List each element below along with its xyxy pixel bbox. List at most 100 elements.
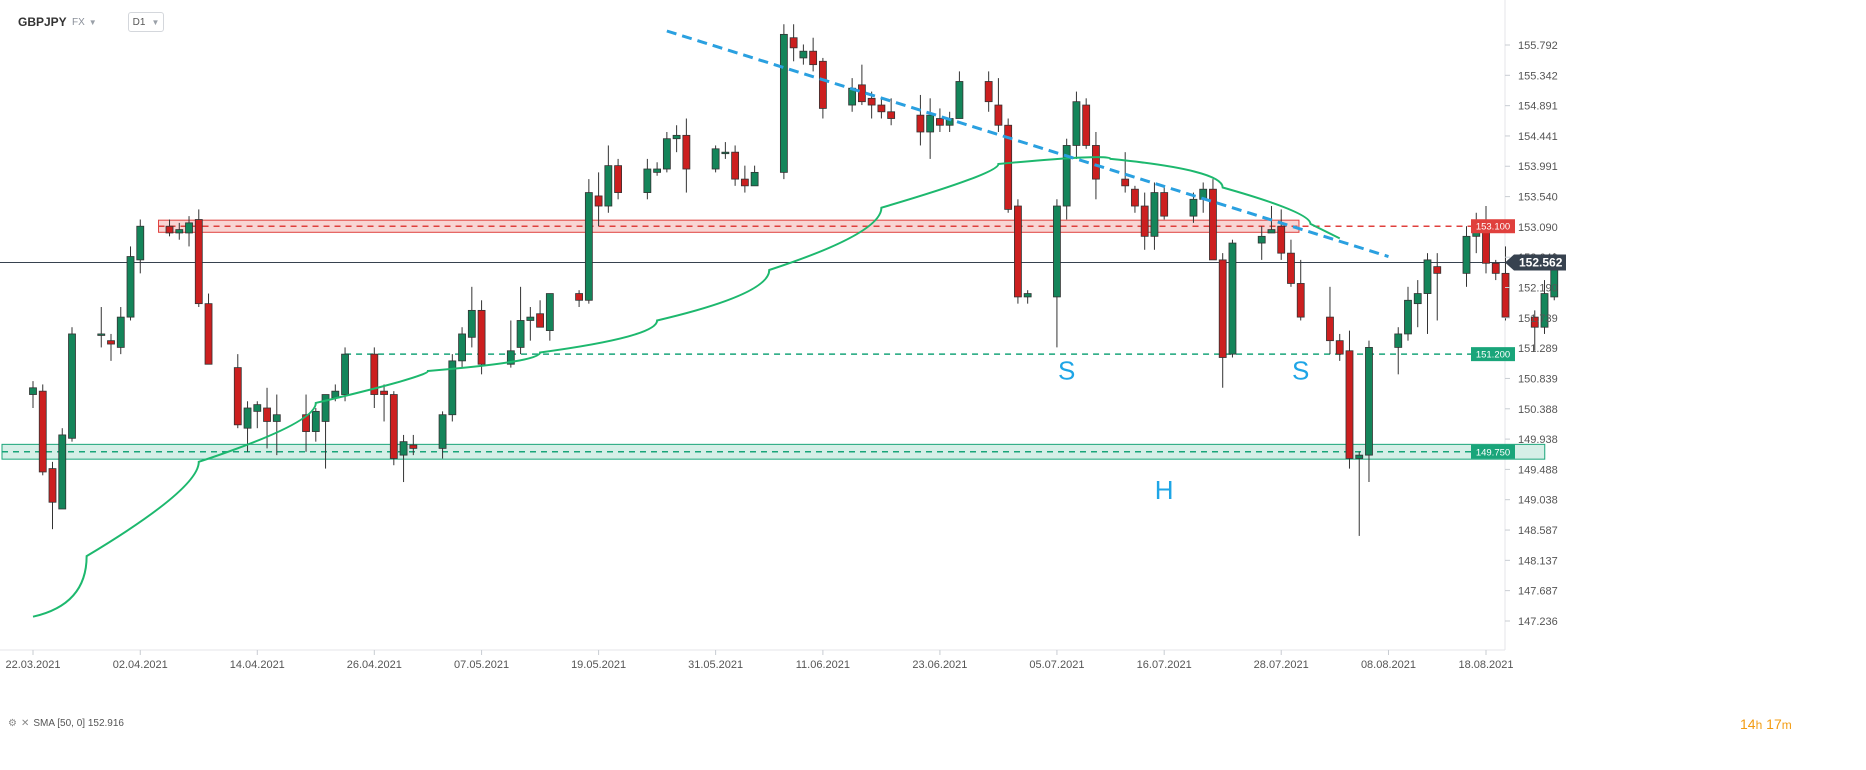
y-tick-label: 147.687: [1518, 586, 1558, 598]
bearish-candle: [1296, 259, 1305, 321]
candle-body: [341, 353, 349, 395]
y-tick-label: 155.792: [1518, 40, 1558, 52]
candle-body: [233, 367, 242, 426]
support-price-badge: [1471, 444, 1515, 459]
bullish-candle: [711, 145, 720, 173]
bullish-candle: [750, 165, 759, 187]
candle-body: [1004, 124, 1013, 210]
bearish-candle: [1530, 310, 1539, 351]
y-tick-label: 152.190: [1518, 282, 1558, 294]
bearish-candle: [1491, 259, 1500, 281]
x-axis[interactable]: 22.03.2021 02.04.2021 14.04.2021 26.04.2021…: [5, 650, 1514, 671]
bearish-candle: [984, 71, 993, 112]
x-tick-label: 28.07.2021: [1254, 659, 1309, 671]
candle-body: [1501, 272, 1510, 318]
candle-body: [253, 404, 262, 412]
candle-body: [926, 114, 935, 133]
candlesticks: [29, 24, 1559, 536]
candle-body: [711, 148, 720, 170]
candle-body: [458, 333, 466, 362]
candle-body: [1404, 299, 1412, 335]
x-tick-label: 08.08.2021: [1361, 659, 1416, 671]
timer-minutes-unit: m: [1781, 718, 1792, 732]
bearish-candle: [380, 384, 388, 422]
neckline-price-badge: [1471, 347, 1515, 362]
sma-50-line: [32, 156, 1341, 618]
candle-body: [1053, 205, 1061, 298]
symbol-text: GBPJPY: [18, 15, 67, 29]
bullish-candle: [458, 327, 466, 368]
y-tick-label: 150.388: [1518, 404, 1558, 416]
candle-body: [740, 178, 749, 187]
candle-body: [584, 192, 593, 301]
close-icon[interactable]: ✕: [20, 718, 30, 729]
candle-body: [1287, 252, 1295, 284]
bearish-candle: [936, 108, 944, 132]
x-tick-label: 02.04.2021: [113, 659, 168, 671]
bullish-candle: [848, 78, 857, 112]
bullish-candle: [1257, 226, 1266, 260]
bearish-candle: [48, 461, 57, 530]
candle-body: [779, 33, 788, 173]
trendline-layer: [666, 29, 1389, 258]
y-tick-label: 150.839: [1518, 373, 1558, 385]
bullish-candle: [584, 179, 593, 304]
candle-body: [302, 414, 310, 432]
y-tick-label: 149.938: [1518, 434, 1558, 446]
market-text: FX: [72, 16, 85, 28]
candle-body: [1218, 259, 1227, 358]
y-axis[interactable]: 155.792 155.342 154.891 154.441 153.991 153.5…: [1471, 40, 1566, 628]
candle-body: [175, 229, 184, 234]
bearish-candle: [1004, 118, 1013, 213]
bearish-candle: [1121, 152, 1130, 193]
y-tick-label: 154.441: [1518, 131, 1558, 143]
bearish-candle: [916, 94, 925, 146]
bullish-candle: [136, 219, 145, 274]
bullish-candle: [126, 246, 135, 321]
bearish-candle: [575, 290, 583, 308]
bearish-candle: [38, 384, 47, 476]
candle-body: [97, 333, 106, 336]
bullish-candle: [272, 394, 281, 456]
candle-body: [409, 444, 418, 449]
candle-body: [1023, 293, 1032, 298]
bullish-candle: [1053, 199, 1061, 348]
candle-body: [867, 97, 876, 106]
candle-body: [68, 333, 76, 439]
candle-body: [1540, 293, 1549, 328]
y-tick-label: 154.891: [1518, 101, 1558, 113]
candle-body: [643, 168, 652, 193]
bearish-candle: [409, 434, 418, 456]
pattern-label: S: [1058, 356, 1075, 386]
symbol-label[interactable]: GBPJPY: [18, 12, 67, 32]
bullish-candle: [516, 286, 525, 355]
candle-body: [887, 111, 896, 119]
timer-hours-unit: h: [1755, 718, 1763, 732]
bullish-candle: [1423, 253, 1432, 334]
chevron-down-icon: ▼: [88, 17, 97, 27]
settings-icon[interactable]: ⚙: [8, 718, 17, 729]
timeframe-selector[interactable]: D1 ▼: [128, 12, 164, 32]
chevron-down-icon: ▼: [151, 17, 160, 27]
bullish-candle: [1540, 280, 1549, 334]
bearish-candle: [809, 37, 818, 72]
bullish-candle: [321, 394, 330, 469]
bullish-candle: [604, 145, 613, 213]
bearish-candle: [682, 118, 691, 193]
candle-body: [1326, 316, 1334, 342]
market-selector[interactable]: FX ▼: [72, 12, 97, 32]
candle-body: [916, 114, 925, 133]
indicator-legend[interactable]: ⚙ ✕ SMA [50, 0] 152.916: [8, 718, 124, 729]
y-tick-label: 155.342: [1518, 70, 1558, 82]
bearish-candle: [887, 98, 896, 126]
bearish-candle: [165, 219, 174, 237]
bullish-candle: [945, 111, 954, 132]
bearish-candle: [1345, 330, 1354, 469]
candle-body: [243, 407, 252, 429]
candle-body: [799, 50, 808, 59]
candle-body: [1433, 266, 1442, 274]
x-tick-label: 31.05.2021: [688, 659, 743, 671]
neckline-price-badge-text: 151.200: [1476, 350, 1510, 361]
resistance-price-badge-text: 153.100: [1476, 222, 1510, 233]
